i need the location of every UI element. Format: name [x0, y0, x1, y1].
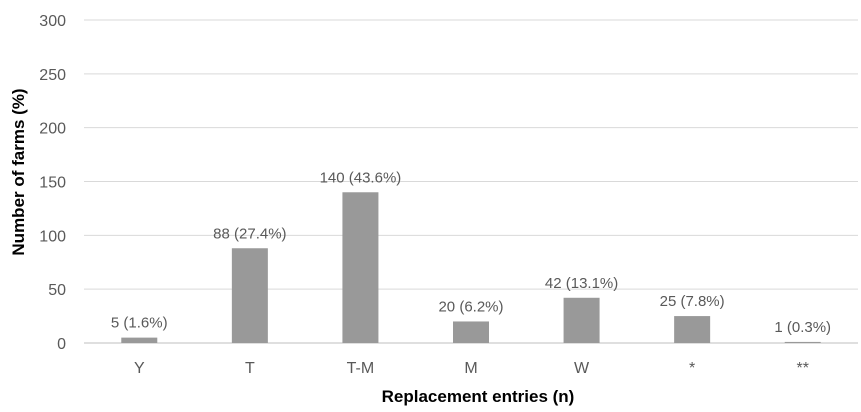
x-tick-label: M — [464, 360, 477, 377]
x-tick-label: T-M — [347, 360, 375, 377]
bar-3 — [342, 192, 379, 343]
data-label: 20 (6.2%) — [438, 298, 503, 315]
bar-6 — [674, 316, 711, 343]
data-label: 5 (1.6%) — [111, 315, 168, 332]
x-tick-label: W — [574, 360, 590, 377]
x-tick-label: Y — [134, 360, 145, 377]
y-tick-label: 200 — [39, 121, 66, 138]
bars — [121, 192, 821, 343]
data-label: 25 (7.8%) — [660, 293, 725, 310]
bar-1 — [121, 337, 158, 343]
y-tick-label: 250 — [39, 67, 66, 84]
data-label: 140 (43.6%) — [320, 169, 402, 186]
y-tick-label: 100 — [39, 228, 66, 245]
x-tick-label: ** — [796, 360, 808, 377]
data-label: 42 (13.1%) — [545, 275, 618, 292]
bar-7 — [784, 341, 821, 343]
bar-5 — [563, 297, 600, 343]
bar-2 — [231, 248, 268, 343]
y-tick-label: 300 — [39, 13, 66, 30]
y-axis-ticks: 0 50 100 150 200 250 300 — [39, 13, 66, 353]
x-tick-label: * — [689, 360, 695, 377]
x-tick-label: T — [245, 360, 255, 377]
y-axis-title: Number of farms (%) — [9, 88, 28, 255]
data-labels: 5 (1.6%) 88 (27.4%) 140 (43.6%) 20 (6.2%) 42… — [111, 169, 831, 336]
y-tick-label: 150 — [39, 175, 66, 192]
data-label: 1 (0.3%) — [774, 319, 831, 336]
x-axis-title: Replacement entries (n) — [382, 387, 575, 406]
gridlines — [84, 19, 858, 344]
y-tick-label: 50 — [48, 282, 66, 299]
bar-4 — [453, 321, 489, 343]
x-axis-ticks: Y T T-M M W * ** — [134, 360, 809, 377]
data-label: 88 (27.4%) — [213, 225, 286, 242]
y-tick-label: 0 — [57, 336, 66, 353]
